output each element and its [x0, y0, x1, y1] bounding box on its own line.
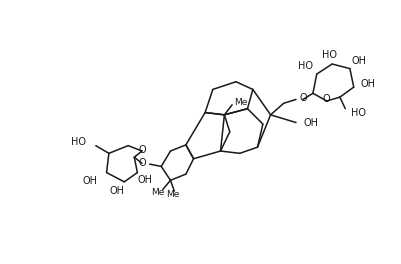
Text: HO: HO [71, 137, 86, 147]
Text: Me: Me [235, 98, 248, 107]
Text: HO: HO [351, 108, 367, 118]
Text: HO: HO [298, 61, 313, 71]
Text: OH: OH [138, 175, 152, 185]
Text: O: O [300, 93, 308, 103]
Text: OH: OH [110, 186, 125, 196]
Text: OH: OH [360, 79, 376, 89]
Text: OH: OH [351, 56, 367, 66]
Text: O: O [138, 158, 146, 168]
Text: HO: HO [322, 50, 337, 60]
Text: Me: Me [166, 190, 180, 199]
Text: OH: OH [304, 117, 319, 128]
Text: OH: OH [82, 176, 97, 186]
Text: O: O [138, 145, 146, 155]
Text: O: O [323, 94, 330, 104]
Text: Me: Me [151, 188, 164, 197]
